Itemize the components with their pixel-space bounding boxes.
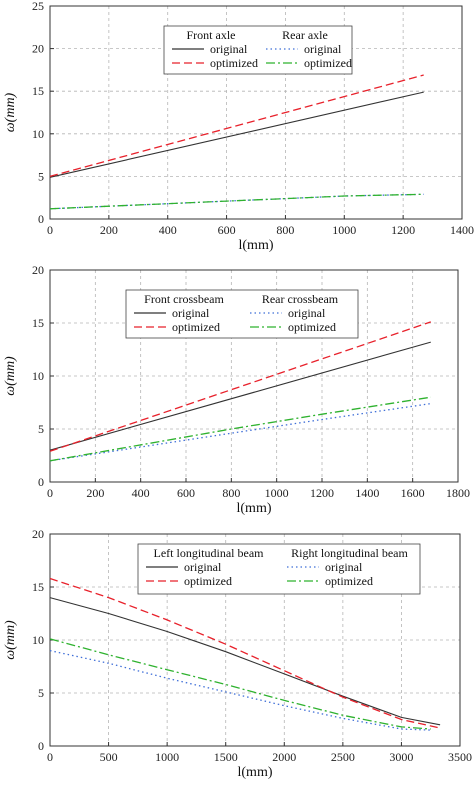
legend-3: Left longitudinal beamoriginaloptimizedR… <box>137 543 421 595</box>
legend-entry-label: original <box>210 42 248 56</box>
chart-panel-1: 0 200 400 600 800 1000 1200 1400 0 5 10 15 20 25 Front… <box>32 0 474 237</box>
x-tick-label: 1400 <box>450 223 474 237</box>
series-line-right-longitudinal-beam-original <box>49 649 431 731</box>
x-tick-label: 1200 <box>391 223 415 237</box>
x-tick-label: 500 <box>100 750 118 764</box>
y-axis-label-1: ω(mm) <box>3 92 18 132</box>
legend-box <box>125 289 359 339</box>
legend-group-title: Right longitudinal beam <box>291 546 408 560</box>
legend-group-title: Front crossbeam <box>144 292 224 306</box>
legend-entry-label: original <box>184 560 222 574</box>
x-tick-label: 1800 <box>446 486 470 500</box>
series-line-rear-crossbeam-original <box>49 402 431 462</box>
x-tick-label: 2500 <box>331 750 355 764</box>
chart-panel-3: 0 500 1000 1500 2000 2500 3000 3500 0 5 10 15 20 Left… <box>32 527 472 764</box>
y-tick-label: 10 <box>32 369 44 383</box>
series-line-front-axle-optimized <box>49 74 424 178</box>
legend-entry-label: optimized <box>325 574 373 588</box>
legend-group-title: Front axle <box>187 28 236 42</box>
y-tick-label: 20 <box>32 263 44 277</box>
series-line-rear-axle-optimized <box>49 193 424 210</box>
legend-entry-label: optimized <box>304 56 352 70</box>
legend-box <box>137 543 421 595</box>
x-tick-label: 400 <box>159 223 177 237</box>
y-tick-label: 15 <box>32 316 44 330</box>
y-tick-label: 5 <box>38 169 44 183</box>
legend-entry-label: optimized <box>172 320 220 334</box>
legend-group-title: Rear crossbeam <box>262 292 339 306</box>
y-tick-label: 5 <box>38 422 44 436</box>
y-tick-label: 10 <box>32 127 44 141</box>
y-tick-label: 0 <box>38 475 44 489</box>
legend-box <box>163 25 353 75</box>
y-tick-label: 0 <box>38 212 44 226</box>
y-tick-label: 0 <box>38 739 44 753</box>
legend-entry-label: original <box>304 42 342 56</box>
series-line-rear-crossbeam-optimized <box>49 396 431 462</box>
x-tick-label: 1200 <box>310 486 334 500</box>
x-tick-label: 1500 <box>214 750 238 764</box>
y-tick-label: 20 <box>32 527 44 541</box>
y-tick-label: 15 <box>32 84 44 98</box>
x-tick-label: 3000 <box>389 750 413 764</box>
x-tick-label: 1000 <box>265 486 289 500</box>
legend-group-title: Left longitudinal beam <box>154 546 265 560</box>
x-tick-label: 600 <box>177 486 195 500</box>
legend-entry-label: optimized <box>288 320 336 334</box>
x-axis-label-1: l(mm) <box>239 238 274 253</box>
x-tick-label: 800 <box>276 223 294 237</box>
y-tick-label: 20 <box>32 42 44 56</box>
x-tick-label: 3500 <box>448 750 472 764</box>
legend-entry-label: optimized <box>184 574 232 588</box>
plot-frame <box>49 5 463 220</box>
series-line-right-longitudinal-beam-optimized <box>49 638 431 730</box>
series-line-front-crossbeam-optimized <box>49 321 432 452</box>
x-tick-label: 0 <box>47 223 53 237</box>
legend-entry-label: original <box>325 560 363 574</box>
y-tick-label: 15 <box>32 580 44 594</box>
legend-entry-label: original <box>288 306 326 320</box>
series-line-front-crossbeam-original <box>49 341 431 451</box>
x-tick-label: 1000 <box>332 223 356 237</box>
y-tick-label: 25 <box>32 0 44 13</box>
y-tick-label: 10 <box>32 633 44 647</box>
x-tick-label: 200 <box>86 486 104 500</box>
x-tick-label: 0 <box>47 486 53 500</box>
x-tick-label: 1600 <box>401 486 425 500</box>
x-tick-label: 800 <box>222 486 240 500</box>
legend-group-title: Rear axle <box>282 28 328 42</box>
x-tick-label: 1000 <box>155 750 179 764</box>
x-tick-label: 200 <box>100 223 118 237</box>
x-tick-label: 600 <box>218 223 236 237</box>
y-axis-label-3: ω(mm) <box>3 620 18 660</box>
x-tick-label: 2000 <box>272 750 296 764</box>
x-tick-label: 400 <box>132 486 150 500</box>
x-tick-label: 1400 <box>355 486 379 500</box>
legend-entry-label: optimized <box>210 56 258 70</box>
series-line-left-longitudinal-beam-original <box>49 597 441 726</box>
chart-panel-2: 0 200 400 600 800 1000 1200 1400 1600 1800 0 5 10 15 2… <box>32 263 470 500</box>
series-line-front-axle-original <box>49 91 424 178</box>
y-tick-label: 5 <box>38 686 44 700</box>
x-tick-label: 0 <box>47 750 53 764</box>
x-axis-label-3: l(mm) <box>238 765 273 780</box>
legend-entry-label: original <box>172 306 210 320</box>
series-line-left-longitudinal-beam-optimized <box>49 577 441 729</box>
y-axis-label-2: ω(mm) <box>3 356 18 396</box>
x-axis-label-2: l(mm) <box>237 501 272 516</box>
